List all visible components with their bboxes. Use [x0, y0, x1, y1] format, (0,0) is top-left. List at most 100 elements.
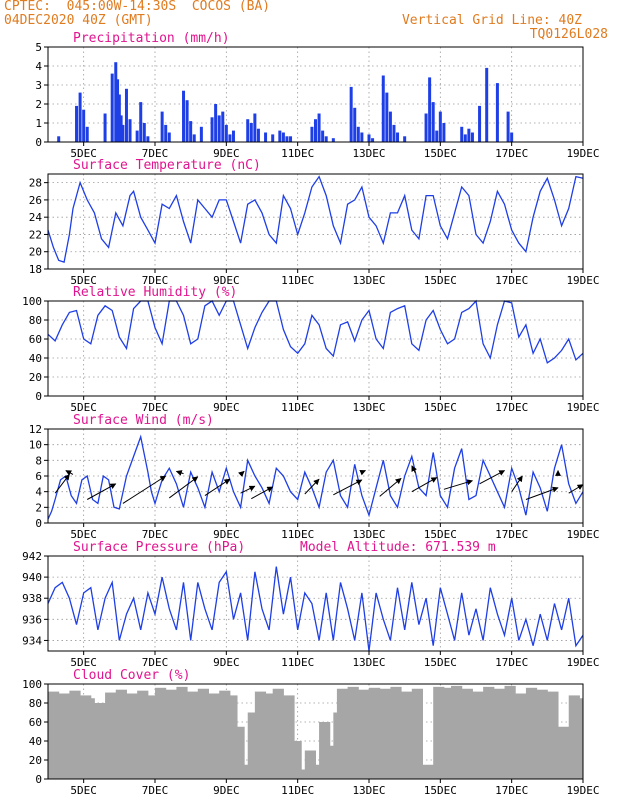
cloud-column — [176, 686, 188, 779]
wind-vector — [122, 475, 167, 504]
wind-xtick-label: 7DEC — [142, 528, 169, 541]
rh-frame — [47, 300, 584, 397]
wind-vector — [238, 470, 245, 478]
rh-line — [47, 299, 584, 364]
rh-xtick-label: 5DEC — [70, 401, 97, 414]
precip-xtick-label: 11DEC — [281, 147, 314, 160]
wind-vector — [411, 477, 438, 493]
precip-bar — [285, 136, 289, 142]
pres-title: Surface Pressure (hPa) — [73, 540, 245, 555]
cloud-xtick-label: 5DEC — [70, 784, 97, 797]
precip-bar — [128, 119, 132, 142]
precip-bar — [442, 123, 446, 142]
precip-bar — [506, 111, 510, 142]
rh-ytick-label: 80 — [29, 314, 42, 327]
rh-ytick-label: 100 — [22, 295, 42, 308]
wind-vector — [333, 479, 363, 496]
wind-vector — [168, 476, 199, 499]
precip-bar — [103, 113, 107, 142]
precip-bar — [381, 75, 385, 142]
precip-xtick-label: 5DEC — [70, 147, 97, 160]
pres-xtick-label: 13DEC — [352, 656, 385, 669]
temp-xtick-label: 11DEC — [281, 274, 314, 287]
wind-vector — [251, 486, 274, 500]
cloud-column — [58, 693, 70, 779]
cloud-xtick-label: 7DEC — [142, 784, 169, 797]
precip-bar — [78, 92, 82, 142]
cloud-column — [411, 688, 423, 779]
precip-bar — [317, 113, 321, 142]
wind-ytick-label: 12 — [29, 423, 42, 436]
precip-bar — [160, 111, 164, 142]
wind-xtick-label: 5DEC — [70, 528, 97, 541]
precip-bar — [82, 109, 86, 142]
cloud-column — [390, 686, 402, 779]
cloud-column — [401, 691, 413, 779]
temp-ytick-label: 22 — [29, 228, 42, 241]
precip-bar — [182, 90, 186, 142]
pres-ytick-label: 934 — [22, 634, 42, 647]
rh-xtick-label: 13DEC — [352, 401, 385, 414]
precip-bar — [271, 134, 275, 142]
precip-bar — [256, 128, 260, 142]
pres-xtick-label: 19DEC — [566, 656, 599, 669]
cloud-column — [326, 745, 338, 779]
cloud-title: Cloud Cover (%) — [73, 668, 190, 683]
pres-xtick-label: 5DEC — [70, 656, 97, 669]
wind-xtick-label: 17DEC — [495, 528, 528, 541]
cloud-column — [187, 691, 199, 779]
wind-ytick-label: 4 — [35, 486, 42, 499]
precip-bar — [164, 124, 168, 142]
rh-ytick-label: 20 — [29, 371, 42, 384]
wind-xtick-label: 19DEC — [566, 528, 599, 541]
temp-ytick-label: 26 — [29, 194, 42, 207]
cloud-column — [208, 693, 220, 779]
precip-frame — [47, 46, 584, 143]
cloud-column — [336, 688, 349, 779]
cloud-column — [504, 685, 516, 779]
precip-bar — [388, 111, 392, 142]
rh-xtick-label: 17DEC — [495, 401, 528, 414]
cloud-xtick-label: 9DEC — [213, 784, 240, 797]
precip-bar — [392, 124, 396, 142]
wind-vector — [204, 478, 231, 497]
precip-bar — [124, 88, 128, 142]
cloud-column — [262, 693, 274, 779]
precip-bar — [385, 92, 389, 142]
cloud-column — [347, 686, 359, 779]
cloud-column — [369, 687, 381, 779]
precip-bar — [116, 79, 120, 142]
precip-bar — [119, 115, 123, 142]
wind-title: Surface Wind (m/s) — [73, 413, 214, 428]
precip-bar — [246, 119, 250, 142]
wind-vector — [86, 483, 117, 500]
cloud-column — [319, 722, 331, 779]
cloud-column — [126, 693, 138, 779]
wind-vector — [240, 485, 256, 494]
precip-bar — [510, 132, 514, 142]
cloud-column — [461, 688, 473, 779]
precip-bar — [224, 124, 228, 142]
wind-line — [47, 434, 584, 520]
precip-bar — [495, 83, 499, 142]
cloud-column — [358, 689, 370, 779]
temp-xtick-label: 19DEC — [566, 274, 599, 287]
precip-bar — [360, 132, 364, 142]
precip-bar — [185, 100, 189, 142]
temp-xtick-label: 13DEC — [352, 274, 385, 287]
precip-bar — [353, 107, 357, 142]
wind-vector — [379, 477, 402, 497]
cloud-column — [290, 741, 302, 779]
rh-xtick-label: 19DEC — [566, 401, 599, 414]
cloud-column — [240, 764, 252, 779]
cloud-column — [525, 687, 538, 779]
pres-ytick-label: 938 — [22, 592, 42, 605]
temp-xtick-label: 17DEC — [495, 274, 528, 287]
precip-bar — [435, 130, 439, 142]
pres-xtick-label: 7DEC — [142, 656, 169, 669]
wind-ytick-label: 2 — [35, 501, 42, 514]
precip-bar — [146, 136, 150, 142]
wind-vector — [568, 484, 584, 494]
cloud-column — [283, 695, 295, 779]
